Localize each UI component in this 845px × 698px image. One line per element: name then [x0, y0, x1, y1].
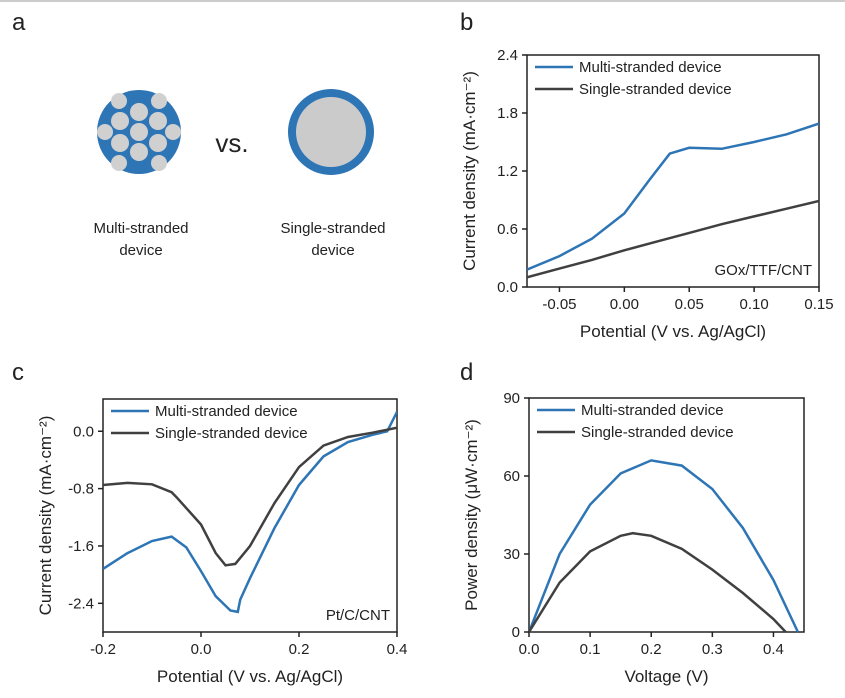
x-tick-label: 0.15	[804, 296, 833, 313]
x-tick-label: 0.0	[519, 641, 540, 658]
x-tick-label: 0.00	[610, 296, 639, 313]
x-axis-title: Potential (V vs. Ag/AgCl)	[580, 322, 766, 341]
y-axis-title: Power density (μW·cm⁻²)	[462, 419, 481, 611]
series-line	[529, 533, 786, 632]
panel-letter: c	[12, 359, 24, 386]
x-tick-label: -0.2	[90, 641, 116, 658]
y-tick-label: 30	[503, 546, 520, 563]
y-tick-label: 1.2	[497, 163, 518, 180]
single-strand-icon	[288, 89, 374, 175]
y-tick-label: 0.0	[73, 423, 94, 440]
y-tick-label: 1.8	[497, 105, 518, 122]
x-tick-label: 0.3	[702, 641, 723, 658]
x-tick-label: 0.2	[289, 641, 310, 658]
legend-label: Multi-stranded device	[155, 403, 298, 420]
x-tick-label: 0.10	[740, 296, 769, 313]
y-tick-label: -2.4	[68, 595, 94, 612]
panel-letter: d	[460, 359, 473, 386]
x-tick-label: 0.2	[641, 641, 662, 658]
legend-label: Multi-stranded device	[579, 59, 722, 76]
x-axis-title: Voltage (V)	[624, 667, 708, 686]
page: {"panel_a": {"label": "a", "multi_label"…	[0, 0, 845, 698]
x-tick-label: 0.05	[675, 296, 704, 313]
y-tick-label: -1.6	[68, 538, 94, 555]
annotation: GOx/TTF/CNT	[715, 262, 813, 279]
y-axis-title: Current density (mA·cm⁻²)	[36, 416, 55, 616]
x-axis-title: Potential (V vs. Ag/AgCl)	[157, 667, 343, 686]
annotation: Pt/C/CNT	[326, 607, 390, 624]
x-tick-label: 0.0	[191, 641, 212, 658]
y-axis-title: Current density (mA·cm⁻²)	[460, 71, 479, 271]
y-tick-label: -0.8	[68, 481, 94, 498]
y-tick-label: 2.4	[497, 47, 518, 64]
figure: a vs. Multi-stranded device Single-stran…	[0, 0, 845, 693]
multi-strand-icon	[97, 90, 181, 174]
y-tick-label: 0.6	[497, 221, 518, 238]
single-label: Single-stranded	[280, 220, 385, 237]
single-label: device	[311, 242, 354, 259]
x-tick-label: 0.4	[763, 641, 784, 658]
panel-letter: b	[460, 9, 473, 36]
x-tick-label: 0.1	[580, 641, 601, 658]
series-line	[527, 124, 819, 270]
vs-label: vs.	[215, 128, 248, 158]
multi-label: Multi-stranded	[93, 220, 188, 237]
y-tick-label: 0.0	[497, 279, 518, 296]
y-tick-label: 60	[503, 468, 520, 485]
x-tick-label: 0.4	[387, 641, 408, 658]
y-tick-label: 90	[503, 390, 520, 407]
legend-label: Single-stranded device	[581, 424, 734, 441]
legend-label: Single-stranded device	[155, 425, 308, 442]
legend-label: Multi-stranded device	[581, 402, 724, 419]
legend-label: Single-stranded device	[579, 81, 732, 98]
panel-letter: a	[12, 9, 26, 36]
multi-label: device	[119, 242, 162, 259]
y-tick-label: 0	[512, 624, 520, 641]
x-tick-label: -0.05	[542, 296, 576, 313]
